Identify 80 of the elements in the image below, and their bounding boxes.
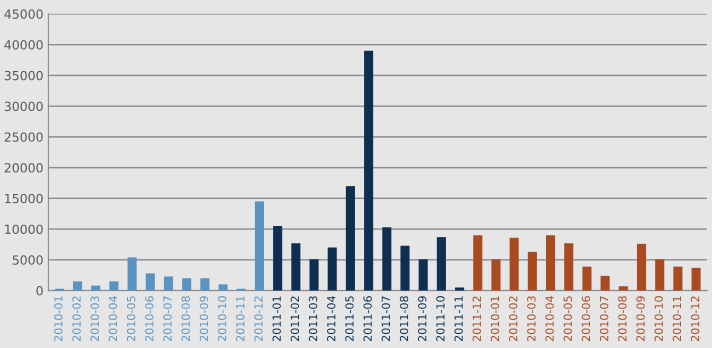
bar bbox=[346, 186, 355, 291]
x-tick-label: 2010-01 bbox=[490, 296, 500, 342]
bar bbox=[128, 257, 137, 291]
x-tick-label: 2010-12 bbox=[254, 296, 263, 342]
x-tick-label: 2011-07 bbox=[382, 296, 390, 342]
x-tick-label: 2010-05 bbox=[564, 296, 572, 342]
bar bbox=[473, 235, 482, 291]
y-tick-label: 25000 bbox=[4, 132, 43, 142]
x-tick-label: 2010-11 bbox=[672, 296, 682, 342]
bar bbox=[254, 201, 264, 291]
bar bbox=[618, 286, 628, 291]
bar bbox=[418, 259, 428, 291]
bar bbox=[600, 276, 610, 291]
x-tick-label: 2010-09 bbox=[636, 296, 645, 342]
x-tick-label: 2010-09 bbox=[200, 296, 208, 342]
bar bbox=[655, 259, 664, 291]
bar bbox=[291, 243, 300, 291]
x-tick-label: 2011-12 bbox=[472, 296, 482, 342]
bar bbox=[382, 227, 392, 291]
bar bbox=[564, 243, 574, 291]
x-tick-label: 2010-07 bbox=[600, 296, 608, 342]
bar bbox=[364, 50, 374, 291]
x-tick-label: 2010-08 bbox=[618, 296, 627, 342]
bar bbox=[510, 238, 519, 291]
y-tick-label: 30000 bbox=[4, 102, 43, 112]
x-tick-label: 2011-03 bbox=[308, 296, 318, 342]
y-tick-label: 0 bbox=[36, 286, 43, 296]
x-tick-label: 2010-03 bbox=[527, 296, 536, 342]
y-tick-label: 20000 bbox=[4, 163, 43, 173]
x-tick-label: 2010-04 bbox=[545, 296, 554, 342]
bar bbox=[273, 226, 282, 291]
bar bbox=[109, 281, 118, 291]
x-tick-label: 2010-12 bbox=[690, 296, 700, 342]
bar bbox=[436, 237, 446, 291]
y-tick-label: 35000 bbox=[4, 70, 43, 80]
bar bbox=[309, 259, 319, 291]
bar bbox=[182, 278, 192, 291]
x-tick-label: 2011-11 bbox=[454, 296, 463, 342]
x-tick-label: 2010-08 bbox=[182, 296, 190, 342]
x-tick-label: 2010-06 bbox=[582, 296, 590, 342]
y-tick-label: 45000 bbox=[4, 9, 43, 19]
y-tick-label: 15000 bbox=[5, 194, 43, 204]
bar bbox=[164, 276, 174, 291]
x-tick-label: 2010-02 bbox=[72, 296, 81, 342]
bar bbox=[200, 278, 210, 291]
x-tick-label: 2010-02 bbox=[508, 296, 518, 342]
bar bbox=[328, 248, 337, 291]
bar bbox=[673, 266, 682, 291]
x-tick-label: 2011-02 bbox=[290, 296, 300, 342]
bar bbox=[491, 259, 501, 291]
x-tick-label: 2011-01 bbox=[272, 296, 281, 342]
bar bbox=[546, 235, 556, 291]
x-tick-label: 2010-03 bbox=[90, 296, 99, 342]
x-tick-label: 2011-04 bbox=[327, 296, 336, 342]
x-tick-label: 2010-10 bbox=[218, 296, 226, 342]
x-tick-label: 2010-06 bbox=[145, 296, 154, 342]
x-tick-label: 2010-04 bbox=[108, 296, 118, 342]
x-tick-label: 2011-06 bbox=[363, 296, 372, 342]
bar bbox=[582, 266, 592, 291]
bar bbox=[528, 252, 537, 291]
bar bbox=[400, 246, 410, 291]
bar bbox=[146, 273, 155, 291]
bar bbox=[636, 244, 646, 291]
bar bbox=[72, 281, 82, 291]
y-tick-label: 10000 bbox=[5, 224, 43, 234]
x-tick-label: 2011-10 bbox=[436, 296, 445, 342]
bar bbox=[455, 288, 464, 291]
y-tick-label: 5000 bbox=[12, 255, 43, 265]
x-tick-label: 2010-05 bbox=[126, 296, 136, 342]
x-tick-label: 2010-01 bbox=[54, 296, 63, 342]
bar bbox=[692, 268, 701, 291]
bar bbox=[218, 284, 228, 291]
x-tick-label: 2011-05 bbox=[345, 296, 354, 342]
bar bbox=[91, 286, 100, 291]
x-tick-label: 2011-09 bbox=[418, 296, 426, 342]
y-tick-label: 40000 bbox=[4, 40, 43, 50]
x-tick-label: 2010-11 bbox=[236, 296, 244, 342]
x-tick-label: 2011-08 bbox=[400, 296, 408, 342]
x-tick-label: 2010-07 bbox=[163, 296, 172, 342]
x-tick-label: 2010-10 bbox=[654, 296, 663, 342]
